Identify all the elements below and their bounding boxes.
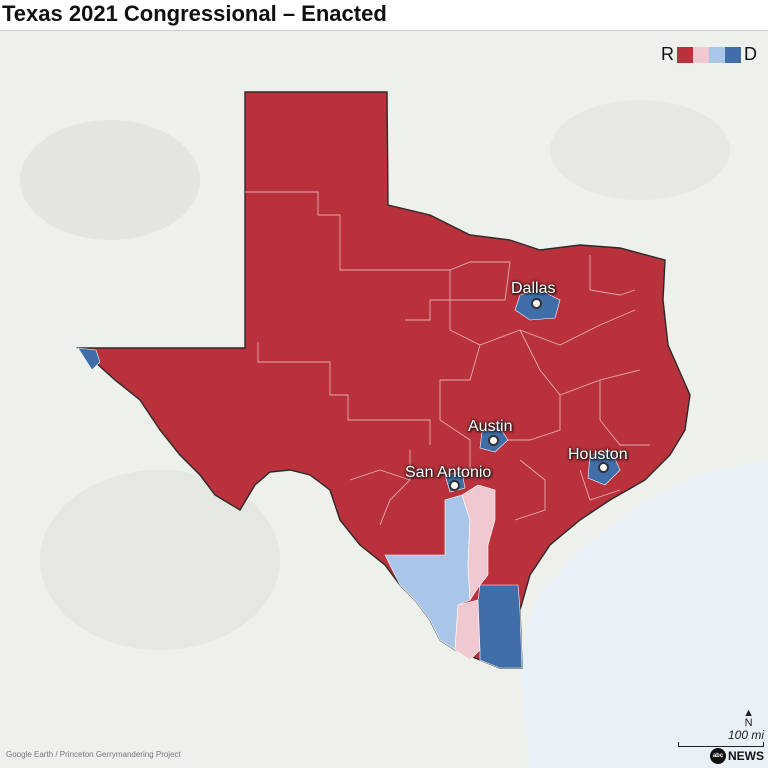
city-marker-houston	[598, 462, 609, 473]
north-arrow-icon: ▲ N	[743, 707, 754, 729]
map-title: Texas 2021 Congressional – Enacted	[2, 1, 387, 26]
scale-label: 100 mi	[727, 728, 764, 742]
abc-news-logo: abc NEWS	[710, 748, 764, 764]
city-marker-dallas	[531, 298, 542, 309]
terrain-shade	[550, 100, 730, 200]
district-borders	[245, 191, 650, 526]
city-label-dallas: Dallas	[511, 280, 556, 297]
legend-swatch-light-red	[693, 46, 709, 63]
city-label-austin: Austin	[468, 418, 513, 435]
legend-swatch-blue	[725, 46, 741, 63]
news-logo-text: NEWS	[728, 749, 764, 763]
legend-democratic-label: D	[744, 44, 757, 64]
party-legend: R D	[658, 44, 760, 65]
gulf-water	[520, 460, 768, 768]
map-area[interactable]	[0, 31, 768, 768]
terrain-shade	[40, 470, 280, 650]
terrain-shade	[20, 120, 200, 240]
legend-republican-label: R	[661, 44, 674, 64]
district-blue-el-paso	[77, 347, 101, 371]
legend-swatch-red	[677, 46, 693, 63]
scale-bar	[678, 742, 764, 747]
city-marker-san-antonio	[449, 480, 460, 491]
district-blue-coast	[477, 584, 523, 669]
map-canvas[interactable]	[0, 31, 768, 768]
abc-logo-icon: abc	[710, 748, 726, 764]
district-light-red-valley	[454, 599, 481, 661]
map-credit: Google Earth / Princeton Gerrymandering …	[6, 750, 181, 759]
title-bar: Texas 2021 Congressional – Enacted	[0, 0, 768, 31]
district-light-red-corridor	[461, 484, 496, 601]
district-light-blue-south	[384, 494, 471, 651]
city-label-san-antonio: San Antonio	[405, 464, 492, 481]
legend-swatch-light-blue	[709, 46, 725, 63]
city-marker-austin	[488, 435, 499, 446]
city-label-houston: Houston	[568, 446, 628, 463]
